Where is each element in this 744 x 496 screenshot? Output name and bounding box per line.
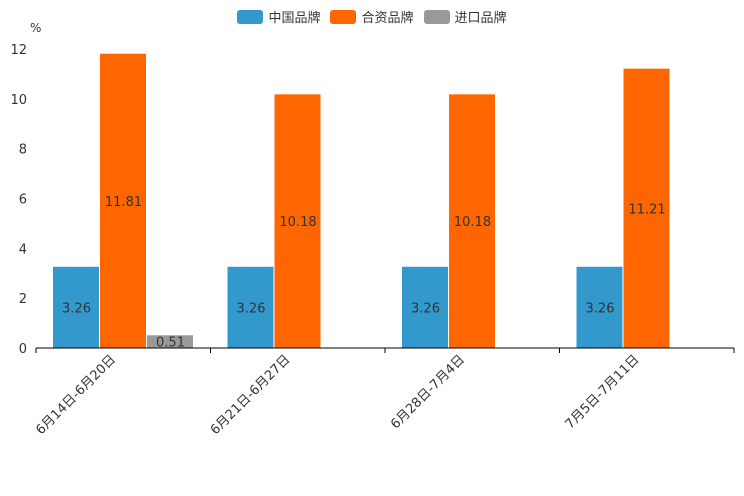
x-tick-label-3: 7月5日-7月11日 <box>563 352 643 432</box>
value-label-series-0-cat-1: 3.26 <box>237 301 266 316</box>
bar-series-1-cat-0 <box>100 53 146 349</box>
y-tick-label-6: 12 <box>10 43 27 58</box>
x-tick-label-2: 6月28日-7月4日 <box>388 352 468 432</box>
bar-series-0-cat-0 <box>53 266 99 348</box>
bar-series-0-cat-2 <box>402 266 448 348</box>
bar-series-1-cat-1 <box>274 94 321 349</box>
y-tick-label-0: 0 <box>19 342 27 357</box>
legend-swatch-china-brand <box>237 9 264 24</box>
bar-series-1-cat-2 <box>449 94 495 349</box>
legend-swatch-imported-brand <box>423 9 450 24</box>
y-tick-label-5: 10 <box>10 93 27 108</box>
legend-label-joint-venture-brand: 合资品牌 <box>361 11 414 26</box>
legend-label-china-brand: 中国品牌 <box>268 11 321 26</box>
x-tick-label-1: 6月21日-6月27日 <box>208 352 294 438</box>
bar-series-1-cat-3 <box>623 68 670 348</box>
legend-item-joint-venture-brand[interactable]: 合资品牌 <box>330 7 414 26</box>
y-tick-label-1: 2 <box>19 292 27 307</box>
value-label-series-1-cat-2: 10.18 <box>454 215 491 230</box>
y-tick-label-4: 8 <box>19 143 27 158</box>
value-label-series-0-cat-0: 3.26 <box>62 301 91 316</box>
y-tick-label-2: 4 <box>19 242 27 257</box>
value-label-series-2-cat-0: 0.51 <box>156 336 185 351</box>
x-tick-label-0: 6月14日-6月20日 <box>33 352 119 438</box>
value-label-series-0-cat-3: 3.26 <box>586 301 615 316</box>
value-label-series-0-cat-2: 3.26 <box>411 301 440 316</box>
value-label-series-1-cat-3: 11.21 <box>628 202 665 217</box>
legend-label-imported-brand: 进口品牌 <box>454 11 507 26</box>
value-label-series-1-cat-1: 10.18 <box>279 215 316 230</box>
bar-series-2-cat-0 <box>147 335 193 348</box>
bar-series-0-cat-3 <box>576 266 623 348</box>
legend-item-china-brand[interactable]: 中国品牌 <box>237 7 320 26</box>
legend-swatch-joint-venture-brand <box>330 9 357 24</box>
y-axis-unit-label: % <box>30 21 42 35</box>
y-tick-label-3: 6 <box>19 193 27 208</box>
value-label-series-1-cat-0: 11.81 <box>105 195 142 210</box>
bar-series-0-cat-1 <box>227 266 274 348</box>
legend: 中国品牌 合资品牌 进口品牌 <box>0 7 744 26</box>
legend-item-imported-brand[interactable]: 进口品牌 <box>423 7 507 26</box>
